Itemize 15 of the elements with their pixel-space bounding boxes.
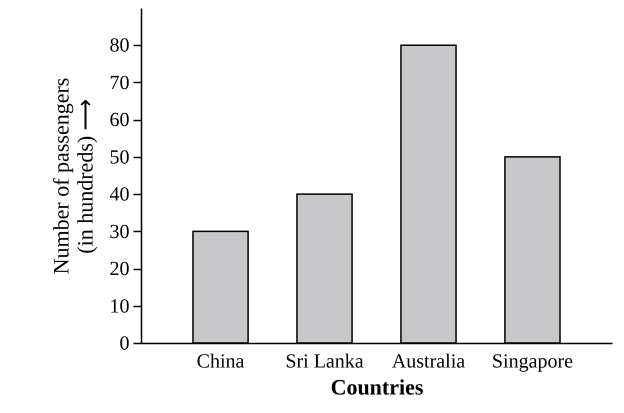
x-tick-label: China [196,350,245,372]
x-tick-label: Sri Lanka [285,350,364,372]
y-tick-label: 40 [110,184,130,206]
y-axis-title: Number of passengers (in hundreds) ⟶ [48,78,98,274]
x-tick-label: Singapore [492,350,574,372]
y-tick-label: 50 [110,146,130,168]
y-tick-label: 80 [110,34,130,57]
y-tick-label: 70 [110,72,130,94]
y-tick-label: 20 [110,258,130,280]
x-axis-title: Countries [330,374,424,400]
y-tick-label: 60 [110,109,130,132]
y-tick-label: 10 [110,295,130,318]
x-tick-label: Australia [392,350,466,372]
y-tick-label: 0 [120,332,130,354]
y-tick-label: 30 [110,220,130,243]
